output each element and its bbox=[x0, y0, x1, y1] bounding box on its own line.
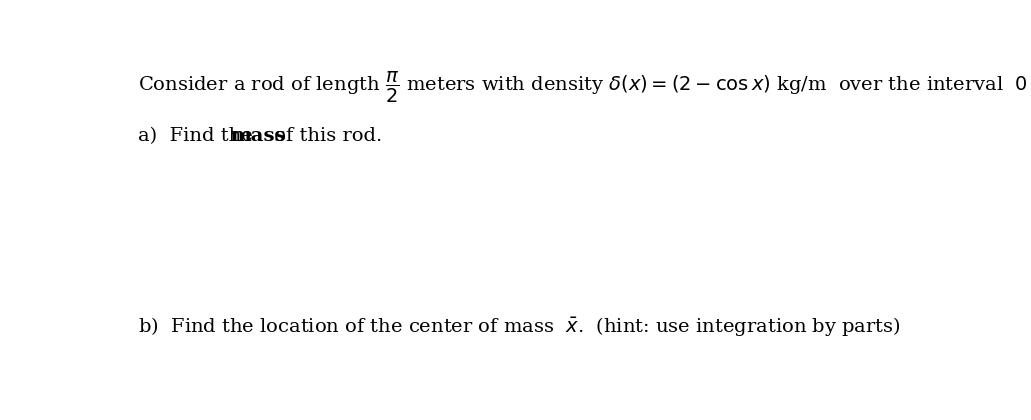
Text: of this rod.: of this rod. bbox=[267, 127, 381, 145]
Text: Consider a rod of length $\dfrac{\pi}{2}$ meters with density $\delta(x) = (2 - : Consider a rod of length $\dfrac{\pi}{2}… bbox=[138, 70, 1031, 105]
Text: a)  Find the: a) Find the bbox=[138, 127, 260, 145]
Text: mass: mass bbox=[231, 127, 287, 145]
Text: b)  Find the location of the center of mass  $\bar{x}$.  (hint: use integration : b) Find the location of the center of ma… bbox=[138, 315, 901, 338]
